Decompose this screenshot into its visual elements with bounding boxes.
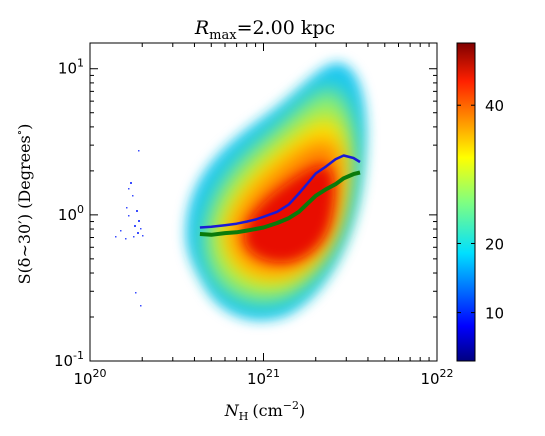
density-layer-red (244, 165, 335, 263)
y-tick-label: 10-1 (54, 349, 84, 370)
colorbar-tick-label: 20 (485, 235, 504, 253)
x-tick-label: 1020 (73, 367, 106, 388)
sparse-points (115, 150, 144, 307)
colorbar-tick-label: 10 (485, 305, 504, 323)
colorbar-tick-label: 40 (485, 97, 504, 115)
colorbar (456, 42, 476, 362)
y-tick-label: 101 (58, 57, 84, 78)
density-heatmap (115, 62, 367, 321)
series-line-1 (199, 154, 361, 229)
x-tick-label: 1021 (247, 367, 280, 388)
colorbar-ticks: 10 20 40 (457, 97, 504, 323)
series-line-2 (199, 170, 361, 237)
chart-title: Rmax=2.00 kpc (194, 17, 335, 43)
y-axis-ticks: 10-1 100 101 (54, 57, 437, 370)
y-tick-label: 100 (58, 203, 84, 224)
x-axis-label: NH (cm−2) (224, 399, 305, 423)
x-tick-label: 1022 (420, 367, 453, 388)
series-layer (199, 154, 361, 237)
y-axis-label: S(δ∼30′) (Degrees∘) (13, 124, 34, 285)
x-axis-ticks: 1020 1021 1022 (73, 43, 454, 388)
